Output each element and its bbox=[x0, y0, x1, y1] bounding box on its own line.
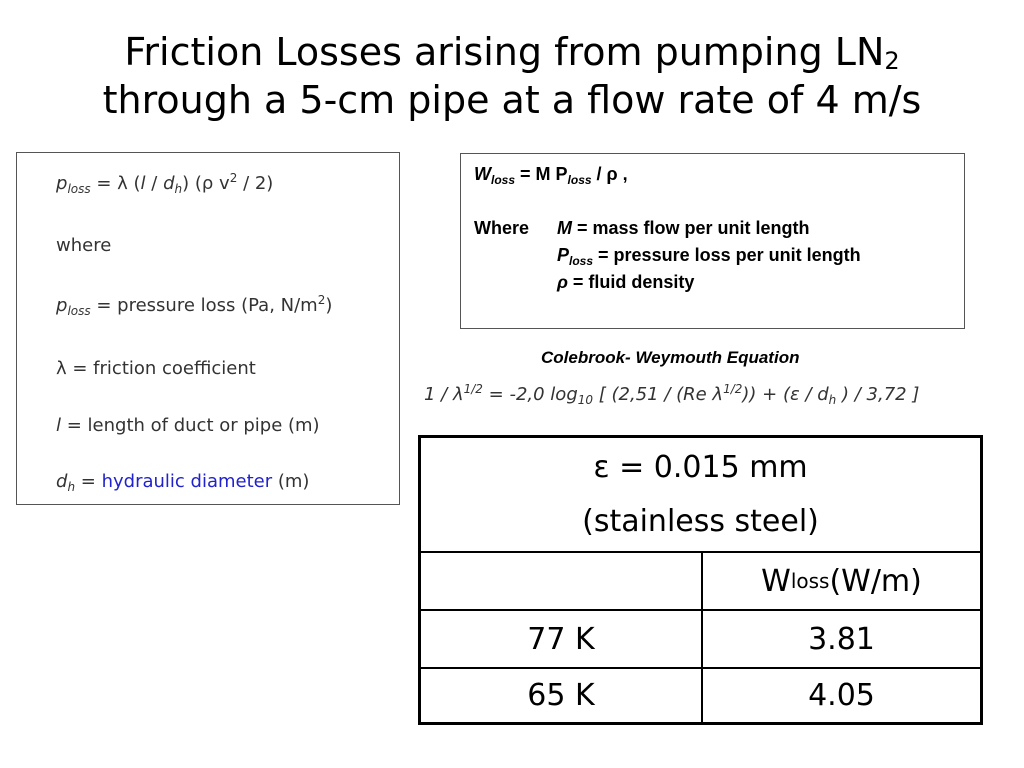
pressure-loss-definition: ploss = pressure loss (Pa, N/m2) bbox=[56, 293, 333, 318]
friction-coefficient-definition: λ = friction coefficient bbox=[56, 358, 256, 379]
slide-title: Friction Losses arising from pumping LN2… bbox=[0, 28, 1024, 124]
table-row: 65 K 4.05 bbox=[421, 669, 980, 722]
title-line-1-text: Friction Losses arising from pumping LN bbox=[124, 30, 885, 74]
power-loss-cell: 3.81 bbox=[808, 621, 875, 657]
where-label-right: Where bbox=[474, 218, 530, 238]
hydraulic-diameter-definition: dh = hydraulic diameter (m) bbox=[56, 471, 310, 494]
colebrook-equation: 1 / λ1/2 = -2,0 log10 [ (2,51 / (Re λ1/2… bbox=[424, 382, 920, 407]
title-line-2: through a 5-cm pipe at a flow rate of 4 … bbox=[102, 78, 922, 122]
title-subscript: 2 bbox=[884, 47, 900, 75]
friction-formula-box: ploss = λ (l / dh) (ρ v2 / 2) where plos… bbox=[16, 152, 400, 505]
length-definition: l = length of duct or pipe (m) bbox=[56, 415, 320, 436]
empty-header-cell bbox=[421, 553, 703, 609]
table-header-row: ε = 0.015 mm (stainless steel) bbox=[421, 438, 980, 553]
table-row: 77 K 3.81 bbox=[421, 611, 980, 669]
title-line-1: Friction Losses arising from pumping LN2 bbox=[0, 28, 1024, 76]
roughness-label: ε = 0.015 mm bbox=[593, 450, 808, 485]
power-loss-equation: Wloss = M Ploss / ρ , bbox=[474, 164, 628, 187]
material-label: (stainless steel) bbox=[582, 504, 819, 539]
pressure-loss-per-length-definition: Ploss = pressure loss per unit length bbox=[557, 245, 861, 268]
density-definition: ρ = fluid density bbox=[557, 272, 695, 292]
power-loss-box: Wloss = M Ploss / ρ , Where M = mass flo… bbox=[460, 153, 965, 329]
power-loss-cell: 4.05 bbox=[808, 678, 875, 713]
mass-flow-definition: M = mass flow per unit length bbox=[557, 218, 810, 238]
colebrook-title: Colebrook- Weymouth Equation bbox=[541, 348, 800, 367]
pressure-loss-equation: ploss = λ (l / dh) (ρ v2 / 2) bbox=[56, 171, 274, 196]
temperature-cell: 77 K bbox=[421, 611, 703, 667]
temperature-cell: 65 K bbox=[421, 669, 703, 722]
where-label: where bbox=[56, 235, 112, 256]
hydraulic-diameter-link[interactable]: hydraulic diameter bbox=[101, 471, 273, 492]
